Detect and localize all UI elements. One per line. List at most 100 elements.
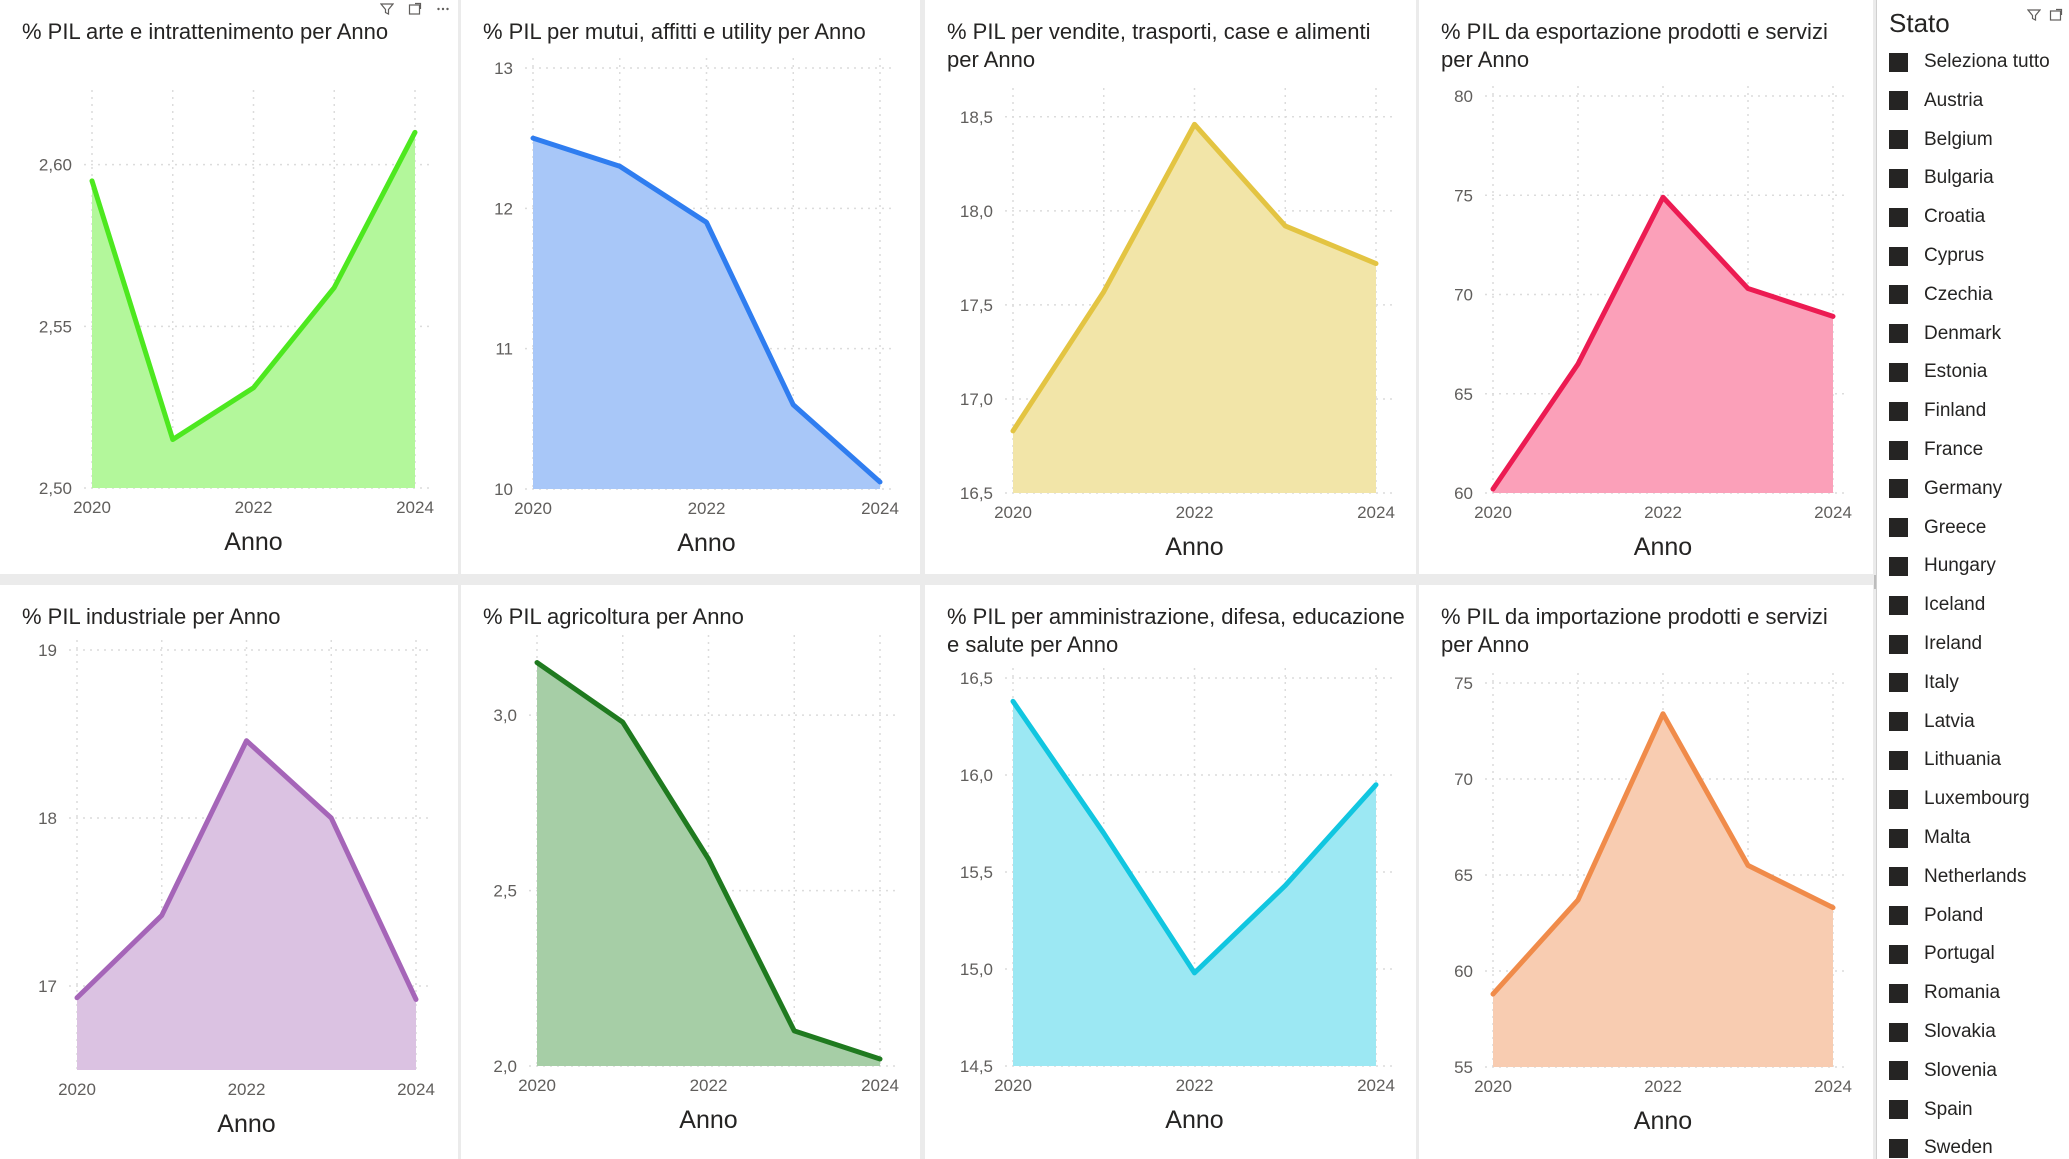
chart-title-line: % PIL da esportazione prodotti e servizi — [1441, 19, 1828, 44]
chart-card[interactable]: % PIL industriale per Anno 17 18 19 2020 2022… — [0, 585, 458, 1159]
checkbox-checked-icon[interactable] — [1889, 1061, 1908, 1081]
checkbox-checked-icon[interactable] — [1889, 324, 1908, 344]
slicer-item[interactable]: Malta — [1889, 822, 1970, 854]
slicer-item[interactable]: Croatia — [1889, 201, 1985, 233]
x-tick-label: 2020 — [514, 499, 552, 518]
slicer-item[interactable]: Spain — [1889, 1094, 1973, 1126]
checkbox-checked-icon[interactable] — [1889, 634, 1908, 654]
chart-card[interactable]: % PIL per vendite, trasporti, case e ali… — [925, 0, 1416, 574]
checkbox-checked-icon[interactable] — [1889, 168, 1908, 188]
chart-title: % PIL industriale per Anno — [22, 603, 280, 631]
chart-card[interactable]: % PIL agricoltura per Anno 2,0 2,5 3,0 2020 2… — [461, 585, 920, 1159]
checkbox-checked-icon[interactable] — [1889, 518, 1908, 538]
slicer-item[interactable]: Ireland — [1889, 628, 1982, 660]
slicer-item[interactable]: Luxembourg — [1889, 783, 2030, 815]
slicer-item[interactable]: Seleziona tutto — [1889, 46, 2050, 78]
slicer-item[interactable]: Portugal — [1889, 938, 1995, 970]
more-options-icon[interactable] — [434, 2, 452, 19]
slicer-item[interactable]: Germany — [1889, 473, 2002, 505]
focus-mode-icon[interactable] — [406, 2, 424, 19]
slicer-item[interactable]: Netherlands — [1889, 861, 2026, 893]
slicer-item[interactable]: Italy — [1889, 667, 1959, 699]
x-tick-label: 2024 — [1814, 503, 1852, 522]
slicer-item[interactable]: Sweden — [1889, 1132, 1993, 1159]
series-line[interactable] — [89, 129, 418, 442]
checkbox-checked-icon[interactable] — [1889, 789, 1908, 809]
area-chart: 2,50 2,55 2,60 2020 2022 2024 Anno — [39, 90, 434, 556]
slicer-item[interactable]: Hungary — [1889, 550, 1996, 582]
checkbox-checked-icon[interactable] — [1889, 556, 1908, 576]
checkbox-checked-icon[interactable] — [1889, 595, 1908, 615]
checkbox-checked-icon[interactable] — [1889, 673, 1908, 693]
checkbox-checked-icon[interactable] — [1889, 440, 1908, 460]
series-line[interactable] — [1490, 711, 1836, 997]
series-line[interactable] — [74, 738, 419, 1002]
slicer-item[interactable]: Czechia — [1889, 279, 1993, 311]
slicer-item[interactable]: Estonia — [1889, 356, 1987, 388]
checkbox-checked-icon[interactable] — [1889, 828, 1908, 848]
slicer-item[interactable]: Latvia — [1889, 706, 1975, 738]
chart-card[interactable]: % PIL per amministrazione, difesa, educa… — [925, 585, 1416, 1159]
checkbox-checked-icon[interactable] — [1889, 246, 1908, 266]
slicer-item[interactable]: Lithuania — [1889, 744, 2001, 776]
slicer-item[interactable]: Poland — [1889, 900, 1983, 932]
checkbox-checked-icon[interactable] — [1889, 362, 1908, 382]
checkbox-checked-icon[interactable] — [1889, 983, 1908, 1003]
slicer-item-label: Bulgaria — [1924, 167, 1994, 189]
checkbox-checked-icon[interactable] — [1889, 91, 1908, 111]
checkbox-checked-icon[interactable] — [1889, 130, 1908, 150]
y-tick-label: 11 — [495, 340, 513, 359]
chart-card[interactable]: % PIL da importazione prodotti e servizi… — [1419, 585, 1873, 1159]
slicer-item[interactable]: Belgium — [1889, 124, 1993, 156]
chart-card[interactable]: % PIL arte e intrattenimento per Anno 2,5… — [0, 0, 458, 574]
series-line[interactable] — [1010, 698, 1379, 976]
checkbox-checked-icon[interactable] — [1889, 906, 1908, 926]
slicer-item-label: Latvia — [1924, 710, 1975, 732]
y-tick-label: 17,0 — [960, 390, 993, 409]
slicer-item-label: Germany — [1924, 477, 2003, 499]
y-tick-label: 18,0 — [960, 202, 993, 221]
x-tick-label: 2022 — [235, 498, 273, 517]
slicer-item[interactable]: Romania — [1889, 977, 2000, 1009]
checkbox-checked-icon[interactable] — [1889, 52, 1908, 72]
slicer-item[interactable]: Iceland — [1889, 589, 1985, 621]
chart-title-line: e salute per Anno — [947, 632, 1119, 657]
series-line[interactable] — [534, 660, 883, 1062]
slicer-item[interactable]: France — [1889, 434, 1983, 466]
checkbox-checked-icon[interactable] — [1889, 750, 1908, 770]
checkbox-checked-icon[interactable] — [1889, 944, 1908, 964]
series-line[interactable] — [1490, 194, 1836, 492]
checkbox-checked-icon[interactable] — [1889, 1022, 1908, 1042]
slicer-item[interactable]: Bulgaria — [1889, 162, 1994, 194]
slicer-item[interactable]: Greece — [1889, 512, 1986, 544]
checkbox-checked-icon[interactable] — [1889, 1138, 1908, 1158]
slicer-item[interactable]: Finland — [1889, 395, 1986, 427]
y-tick-label: 2,60 — [39, 156, 72, 175]
filter-icon[interactable] — [378, 2, 396, 19]
filter-icon[interactable] — [2026, 8, 2042, 25]
checkbox-checked-icon[interactable] — [1889, 712, 1908, 732]
checkbox-checked-icon[interactable] — [1889, 867, 1908, 887]
checkbox-checked-icon[interactable] — [1889, 285, 1908, 305]
focus-mode-icon[interactable] — [2049, 8, 2063, 25]
slicer-item[interactable]: Cyprus — [1889, 240, 1984, 272]
slicer-item[interactable]: Denmark — [1889, 318, 2001, 350]
slicer-item[interactable]: Slovenia — [1889, 1055, 1997, 1087]
y-tick-label: 18 — [38, 809, 57, 828]
checkbox-checked-icon[interactable] — [1889, 401, 1908, 421]
chart-card[interactable]: % PIL da esportazione prodotti e servizi… — [1419, 0, 1873, 574]
x-tick-label: 2022 — [1644, 503, 1682, 522]
checkbox-checked-icon[interactable] — [1889, 1100, 1908, 1120]
series-line[interactable] — [1010, 121, 1379, 434]
x-tick-label: 2024 — [1357, 503, 1395, 522]
x-tick-label: 2024 — [1814, 1077, 1852, 1096]
series-line[interactable] — [530, 135, 883, 485]
slicer-item-label: Romania — [1924, 982, 2001, 1004]
checkbox-checked-icon[interactable] — [1889, 479, 1908, 499]
slicer-item[interactable]: Austria — [1889, 85, 1983, 117]
chart-card[interactable]: % PIL per mutui, affitti e utility per A… — [461, 0, 920, 574]
slicer-item-label: Austria — [1924, 89, 1984, 111]
checkbox-checked-icon[interactable] — [1889, 207, 1908, 227]
slicer-item-label: Estonia — [1924, 361, 1988, 383]
slicer-item[interactable]: Slovakia — [1889, 1016, 1996, 1048]
